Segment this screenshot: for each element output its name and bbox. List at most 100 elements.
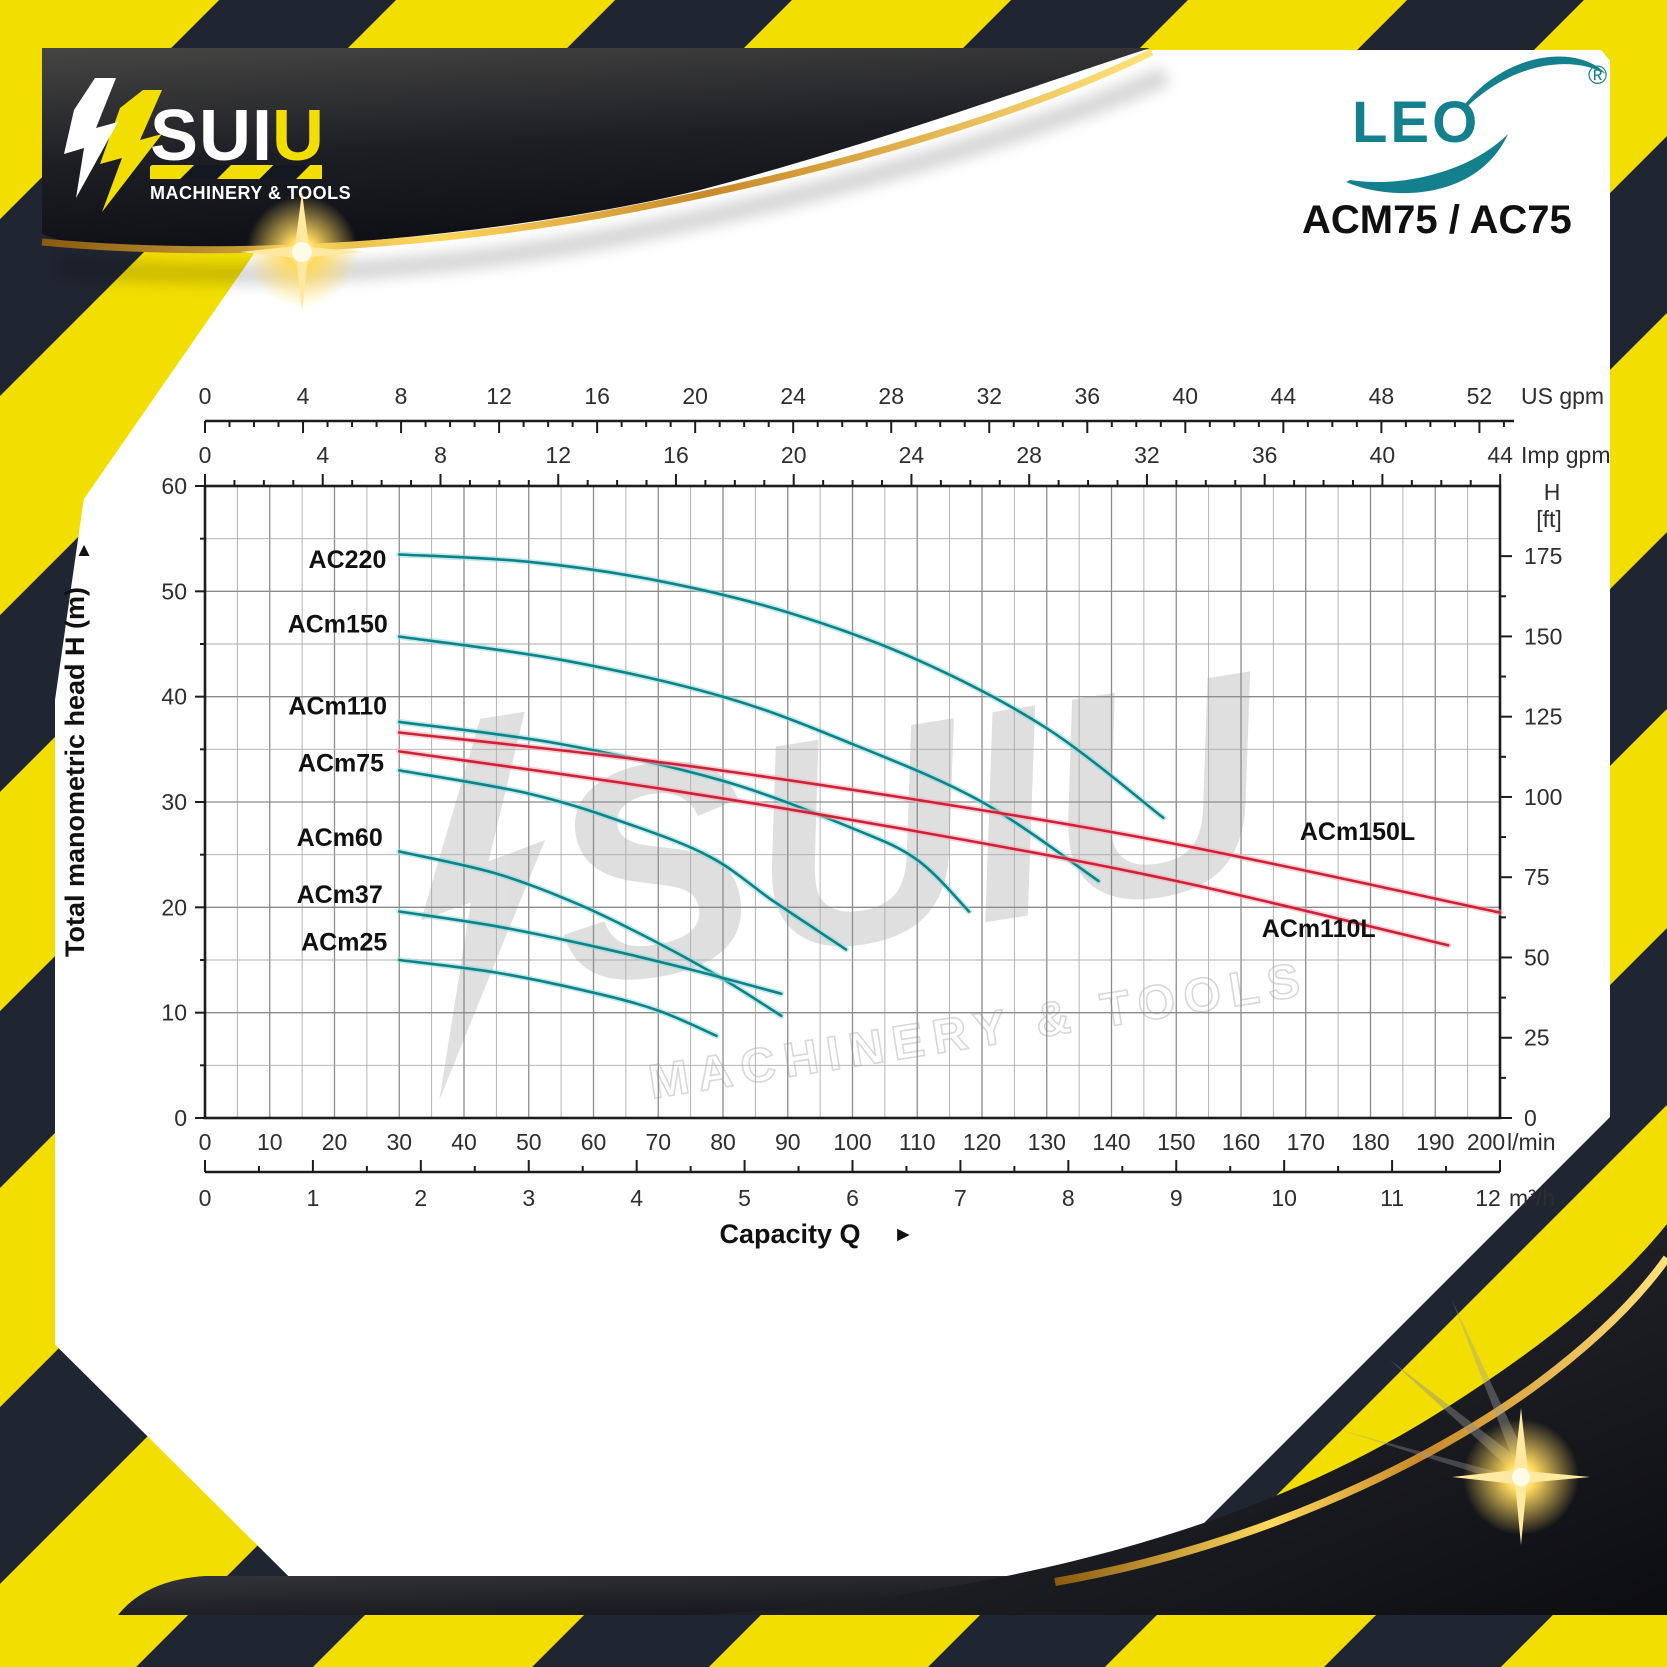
svg-text:30: 30 xyxy=(161,789,187,815)
svg-text:60: 60 xyxy=(161,473,187,499)
swoosh-shape xyxy=(700,1224,1667,1615)
svg-text:190: 190 xyxy=(1416,1129,1454,1155)
axis-lmin: 0 10 20 30 40 50 60 70 80 90 100 110 120 130 140 150 160… xyxy=(199,1129,1556,1155)
svg-text:4: 4 xyxy=(316,442,329,468)
svg-text:25: 25 xyxy=(1524,1025,1550,1051)
x-axis-title: Capacity Q xyxy=(719,1219,860,1249)
svg-text:9: 9 xyxy=(1170,1185,1183,1211)
curve-label-ACm150: ACm150 xyxy=(288,610,388,638)
watermark-bolt-icon xyxy=(421,711,546,1100)
svg-text:160: 160 xyxy=(1222,1129,1260,1155)
curve-ACm150: ACm150 xyxy=(288,610,1102,884)
curve-label-AC220: AC220 xyxy=(309,546,387,574)
svg-text:150: 150 xyxy=(1157,1129,1195,1155)
svg-text:120: 120 xyxy=(963,1129,1001,1155)
suiu-bolt-white-icon xyxy=(64,78,118,198)
suiu-logo: SUI U MACHINERY & TOOLS xyxy=(64,78,351,212)
svg-text:1: 1 xyxy=(307,1185,320,1211)
suiu-word-accent: U xyxy=(272,96,324,176)
svg-text:20: 20 xyxy=(781,442,807,468)
axis-m3h: 0 1 2 3 4 5 6 7 8 9 10 11 12 m³/h xyxy=(199,1160,1555,1211)
suiu-banner: SUI U MACHINERY & TOOLS xyxy=(41,48,1170,312)
svg-text:52: 52 xyxy=(1467,383,1493,409)
curve-label-ACm150L: ACm150L xyxy=(1300,818,1415,846)
svg-text:200: 200 xyxy=(1467,1129,1505,1155)
svg-text:[ft]: [ft] xyxy=(1536,506,1562,532)
axis-head-ft: 0 25 50 75 100 125 150 175 H[ft] xyxy=(1500,479,1562,1131)
svg-text:40: 40 xyxy=(1370,442,1396,468)
svg-text:150: 150 xyxy=(1524,623,1562,649)
svg-text:0: 0 xyxy=(199,442,212,468)
model-title: ACM75 / AC75 xyxy=(1302,198,1572,242)
swoosh-gold-edge xyxy=(1054,1255,1667,1586)
chart-titles: ▲ Total manometric head H (m) Capacity Q… xyxy=(60,540,914,1249)
svg-text:44: 44 xyxy=(1487,442,1513,468)
y-axis-arrow-icon: ▲ xyxy=(75,540,94,561)
svg-text:28: 28 xyxy=(878,383,904,409)
svg-text:l/min: l/min xyxy=(1507,1129,1556,1155)
svg-text:80: 80 xyxy=(710,1129,736,1155)
svg-text:2: 2 xyxy=(414,1185,427,1211)
svg-text:0: 0 xyxy=(174,1105,187,1131)
svg-text:90: 90 xyxy=(775,1129,801,1155)
svg-text:48: 48 xyxy=(1369,383,1395,409)
svg-text:60: 60 xyxy=(581,1129,607,1155)
suiu-word-main: SUI xyxy=(150,96,273,176)
y-axis-title: Total manometric head H (m) xyxy=(60,587,90,957)
curve-label-ACm25: ACm25 xyxy=(301,929,387,957)
frame-bottom-left-wedge xyxy=(0,1290,380,1667)
svg-text:30: 30 xyxy=(386,1129,412,1155)
curve-ACm150L: ACm150L xyxy=(396,729,1503,916)
svg-text:10: 10 xyxy=(161,1000,187,1026)
curve-ACm25: ACm25 xyxy=(301,929,720,1039)
svg-text:36: 36 xyxy=(1074,383,1100,409)
frame-top-right-wedge xyxy=(1560,0,1667,130)
swoosh-sparkle-icon xyxy=(1340,1300,1590,1545)
leo-wordmark: LEO xyxy=(1352,90,1480,155)
banner-sparkle-icon xyxy=(240,192,364,312)
svg-text:Imp gpm: Imp gpm xyxy=(1521,442,1610,468)
svg-text:12: 12 xyxy=(545,442,571,468)
svg-text:36: 36 xyxy=(1252,442,1278,468)
leo-lower-swoosh-icon xyxy=(1346,134,1508,194)
watermark: SUIU MACHINERY & TOOLS xyxy=(421,606,1313,1110)
curve-ACm110: ACm110 xyxy=(288,693,972,915)
svg-text:7: 7 xyxy=(954,1185,967,1211)
svg-text:100: 100 xyxy=(833,1129,871,1155)
leo-upper-swoosh-icon xyxy=(1462,56,1606,108)
svg-text:11: 11 xyxy=(1380,1185,1404,1211)
svg-text:50: 50 xyxy=(161,578,187,604)
suiu-stripe-bar xyxy=(150,165,322,179)
bottom-swoosh xyxy=(118,1224,1667,1615)
banner-shadow xyxy=(57,66,1170,284)
svg-text:44: 44 xyxy=(1271,383,1297,409)
svg-text:24: 24 xyxy=(899,442,925,468)
svg-text:175: 175 xyxy=(1524,543,1562,569)
svg-text:3: 3 xyxy=(522,1185,535,1211)
curve-label-ACm60: ACm60 xyxy=(297,824,383,852)
svg-text:20: 20 xyxy=(322,1129,348,1155)
svg-text:24: 24 xyxy=(780,383,806,409)
svg-text:16: 16 xyxy=(663,442,689,468)
svg-text:32: 32 xyxy=(1134,442,1160,468)
svg-text:140: 140 xyxy=(1092,1129,1130,1155)
frame-left-wedge xyxy=(55,232,122,700)
curve-label-ACm75: ACm75 xyxy=(298,749,384,777)
curve-ACm75: ACm75 xyxy=(298,749,849,953)
svg-text:50: 50 xyxy=(1524,944,1550,970)
svg-text:6: 6 xyxy=(846,1185,859,1211)
svg-text:10: 10 xyxy=(257,1129,283,1155)
axis-us-gpm: 0 4 8 12 16 20 24 28 32 36 40 44 48 52 US gpm xyxy=(199,383,1604,433)
suiu-bolt-yellow-icon xyxy=(100,90,162,212)
axis-imp-gpm: 0 4 8 12 16 20 24 28 32 36 40 44 Imp gpm xyxy=(199,442,1610,486)
svg-text:40: 40 xyxy=(451,1129,477,1155)
svg-text:180: 180 xyxy=(1351,1129,1389,1155)
svg-text:m³/h: m³/h xyxy=(1509,1185,1555,1211)
svg-text:125: 125 xyxy=(1524,704,1562,730)
curve-label-ACm37: ACm37 xyxy=(297,881,383,909)
svg-text:H: H xyxy=(1544,479,1561,505)
svg-text:28: 28 xyxy=(1016,442,1042,468)
svg-text:40: 40 xyxy=(1173,383,1199,409)
